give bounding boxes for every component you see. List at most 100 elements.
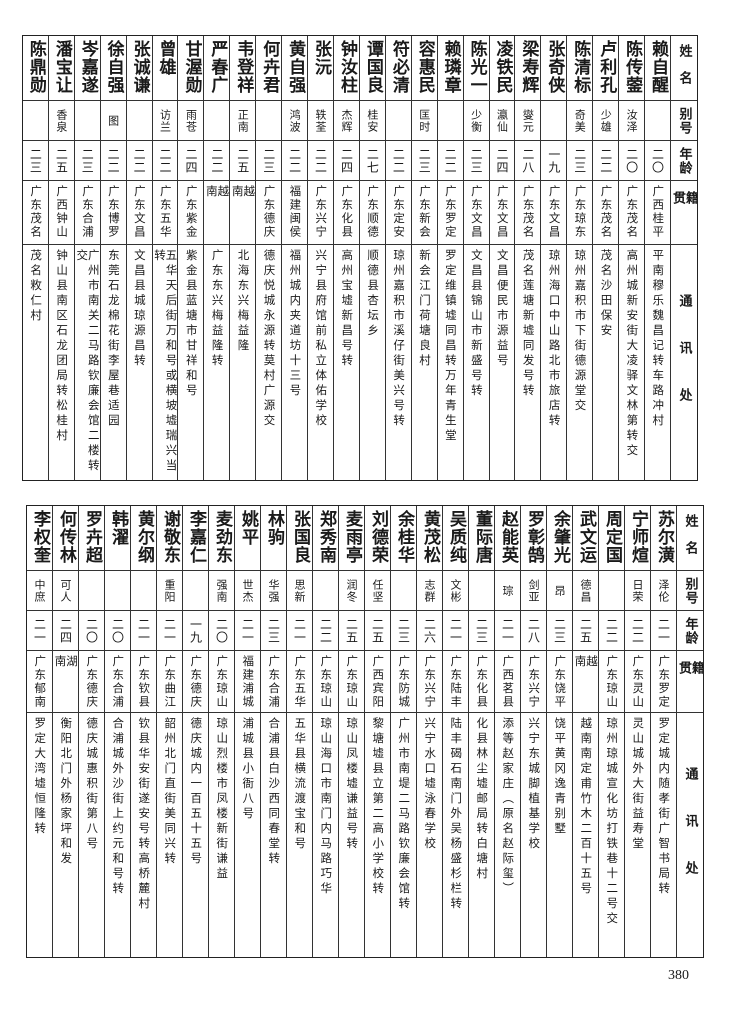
alias-text: 德昌	[579, 578, 592, 603]
name-text: 曾雄	[155, 40, 176, 76]
header-label-age: 年龄	[676, 146, 692, 175]
name-text: 李嘉仁	[186, 510, 206, 564]
address-text: 衡阳北门外杨家坪和发	[59, 717, 74, 867]
origin-text: 越南	[230, 185, 256, 225]
alias-text: 桂安	[365, 108, 379, 133]
origin-cell: 广东文昌	[541, 181, 567, 245]
person-record: 甘渥勋 雨苍 二四 广东紫金 紫金县蓝塘市甘祥和号	[177, 36, 204, 480]
address-cell: 琼山凤楼墟谦益号转	[339, 713, 364, 957]
alias-cell: 轶荃	[308, 101, 334, 141]
origin-cell: 广东兴宁	[417, 651, 442, 713]
age-cell: 二二	[385, 141, 411, 181]
address-cell: 琼山海口市南门内马路巧华	[313, 713, 338, 957]
origin-cell: 广东钦县	[131, 651, 156, 713]
header-cell-alias: 别号	[671, 101, 697, 141]
address-cell: 灵山城外大街益寿堂	[625, 713, 650, 957]
origin-text: 广东文昌	[132, 185, 147, 239]
address-text: 高州城新安街大凌驿文林第转交	[625, 249, 640, 459]
name-text: 韩濯	[108, 510, 128, 546]
address-text: 广州市南关二马路钦廉会馆二楼转交	[75, 249, 100, 474]
address-text: 德庆城内一百五十五号	[189, 717, 204, 867]
origin-text: 广东博罗	[106, 185, 121, 239]
age-cell: 二三	[567, 141, 593, 181]
header-column: 姓名 别号 年龄 籍贯 通讯处	[676, 506, 703, 957]
alias-text: 泽伦	[657, 578, 670, 603]
alias-cell: 昂	[547, 571, 572, 611]
age-cell: 一九	[541, 141, 567, 181]
age-cell: 二八	[515, 141, 541, 181]
header-label-alias: 别号	[682, 576, 698, 605]
alias-text: 琮	[501, 584, 514, 597]
name-cell: 张沅	[308, 36, 334, 101]
name-cell: 黄茂松	[417, 506, 442, 571]
age-text: 二〇	[624, 147, 639, 174]
name-text: 容惠民	[414, 40, 435, 94]
header-column: 姓名 别号年龄籍贯通讯处	[670, 36, 697, 480]
age-text: 二五	[235, 147, 250, 174]
origin-text: 广东新会	[417, 185, 432, 239]
alias-cell	[183, 571, 208, 611]
origin-text: 广东化县	[475, 655, 490, 709]
header-label-origin: 籍贯	[671, 191, 697, 220]
address-cell: 文昌县锦山市新盛号转	[464, 245, 489, 480]
address-text: 罗定城内随孝街广智书局转	[657, 717, 672, 897]
name-text: 韦登祥	[233, 40, 254, 94]
address-cell: 越南南定甫竹木二百十五号	[573, 713, 598, 957]
person-record: 黄茂松 志群 二六 广东兴宁 兴宁水口墟泳春学校	[416, 506, 442, 957]
origin-cell: 广西茗县	[495, 651, 520, 713]
alias-text: 正南	[236, 108, 250, 133]
age-cell: 二二	[126, 141, 152, 181]
origin-cell: 广东茂名	[515, 181, 541, 245]
age-cell: 二一	[443, 611, 468, 651]
name-cell: 钟汝柱	[334, 36, 359, 101]
age-cell: 二三	[391, 611, 416, 651]
person-record: 陈清标 奇美 二三 广东琼东 琼州嘉积市下街德源堂交	[566, 36, 593, 480]
address-cell: 德庆悦城永源转莫村广源交	[256, 245, 281, 480]
name-text: 岑嘉遂	[77, 40, 98, 94]
person-record: 严春广 二二 越南 广东东兴梅益隆转	[203, 36, 230, 480]
name-text: 符必清	[388, 40, 409, 94]
address-cell: 合浦城外沙街上约元和号转	[105, 713, 130, 957]
alias-text: 华强	[267, 578, 280, 603]
name-cell: 宁师煊	[625, 506, 650, 571]
header-cell-address: 通讯处	[671, 245, 697, 480]
name-cell: 刘德荣	[365, 506, 390, 571]
name-text: 黄茂松	[420, 510, 440, 564]
age-text: 二五	[54, 147, 69, 174]
age-text: 二一	[162, 617, 177, 644]
origin-text: 广东兴宁	[314, 185, 329, 239]
person-record: 张国良 思新 二一 广东五华 五华县横流渡宝和号	[286, 506, 312, 957]
name-cell: 董际唐	[469, 506, 494, 571]
alias-cell	[541, 101, 567, 141]
name-cell: 周定国	[599, 506, 624, 571]
origin-cell: 广东郁南	[27, 651, 52, 713]
alias-cell: 华强	[261, 571, 286, 611]
alias-cell: 润冬	[339, 571, 364, 611]
name-text: 刘德荣	[368, 510, 388, 564]
age-text: 二一	[32, 617, 47, 644]
address-cell: 化县林尘墟邮局转白塘村	[469, 713, 494, 957]
person-record: 麦劲东 强南 二〇 广东琼山 琼山烈楼市凤楼新街谦益	[208, 506, 234, 957]
name-text: 林驹	[264, 510, 284, 546]
name-cell: 林驹	[261, 506, 286, 571]
name-cell: 罗卉超	[79, 506, 104, 571]
header-label-name: 姓名	[676, 44, 692, 98]
age-cell: 二〇	[645, 141, 670, 181]
name-text: 陈清标	[570, 40, 591, 94]
origin-cell: 广东兴宁	[308, 181, 334, 245]
address-cell: 高州宝墟新昌号转	[334, 245, 359, 480]
origin-cell: 广东合浦	[105, 651, 130, 713]
address-cell: 五华县横流渡宝和号	[287, 713, 312, 957]
age-cell: 二七	[359, 141, 385, 181]
age-text: 二五	[578, 617, 593, 644]
name-text: 钟汝柱	[336, 40, 357, 94]
age-cell: 二一	[287, 611, 312, 651]
name-text: 罗卉超	[82, 510, 102, 564]
address-text: 合浦县白沙西同春堂转	[267, 717, 282, 867]
header-label-age: 年龄	[682, 616, 698, 645]
age-cell: 二二	[152, 141, 178, 181]
name-cell: 麦劲东	[209, 506, 234, 571]
age-text: 二二	[313, 147, 328, 174]
person-record: 余桂华 二三 广东防城 广州市南堤二马路钦廉会馆转	[390, 506, 416, 957]
address-cell: 茂名沙田保安	[593, 245, 618, 480]
